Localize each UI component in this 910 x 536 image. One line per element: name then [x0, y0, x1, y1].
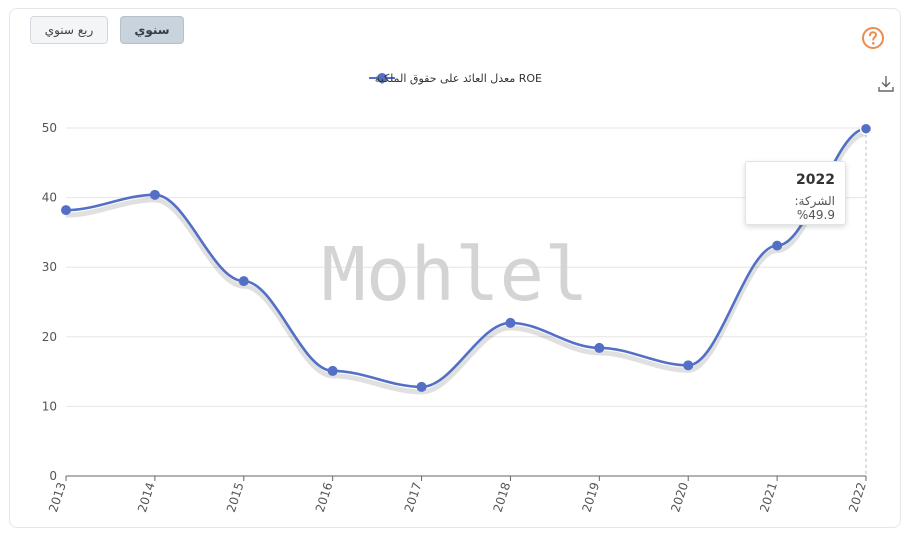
data-point[interactable] — [594, 342, 605, 353]
x-tick-label: 2021 — [757, 481, 780, 514]
y-tick-label: 20 — [42, 330, 57, 344]
y-tick-label: 0 — [49, 469, 57, 483]
watermark-text: Mohlel — [321, 232, 588, 318]
legend[interactable]: معدل العائد على حقوق الملكية ROE — [369, 72, 542, 85]
series-line — [65, 127, 867, 389]
tooltip-value: 49.9% — [796, 208, 835, 222]
legend-marker — [377, 73, 387, 83]
series-shadow — [65, 131, 867, 395]
x-tick-label: 2018 — [491, 481, 514, 514]
y-axis: 0 10 20 30 40 50 — [42, 121, 57, 483]
tooltip-row: الشركة: 49.9% — [756, 194, 835, 222]
y-tick-label: 40 — [42, 191, 57, 205]
x-tick-label: 2017 — [402, 481, 425, 514]
quarterly-button[interactable]: ربع سنوي — [30, 16, 108, 44]
series-group — [61, 122, 873, 395]
x-tick-label: 2022 — [846, 481, 869, 514]
grid-lines — [66, 127, 866, 407]
x-tick-label: 2019 — [579, 481, 602, 514]
y-tick-label: 10 — [42, 399, 57, 413]
tooltip-title: 2022 — [796, 172, 835, 188]
x-tick-label: 2015 — [224, 481, 247, 514]
data-point[interactable] — [772, 240, 783, 251]
x-tick-label: 2016 — [313, 481, 336, 514]
data-point[interactable] — [327, 365, 338, 376]
data-point[interactable] — [859, 122, 873, 135]
annual-button[interactable]: سنوي — [120, 16, 184, 44]
x-tick-label: 2014 — [135, 481, 158, 514]
y-tick-label: 50 — [42, 121, 57, 135]
tooltip-label: الشركة: — [794, 194, 835, 208]
legend-label: معدل العائد على حقوق الملكية ROE — [375, 72, 542, 85]
y-tick-label: 30 — [42, 260, 57, 274]
data-point[interactable] — [149, 189, 160, 200]
data-point[interactable] — [683, 360, 694, 371]
data-point[interactable] — [416, 381, 427, 392]
download-icon[interactable] — [877, 74, 895, 94]
data-point[interactable] — [238, 276, 249, 287]
question-circle-icon[interactable] — [861, 26, 885, 50]
tooltip: 2022 الشركة: 49.9% — [745, 161, 846, 225]
data-point[interactable] — [505, 317, 516, 328]
data-point[interactable] — [61, 205, 71, 216]
x-axis: 2013 2014 2015 2016 2017 2018 2019 2020 2021 2022 — [46, 475, 869, 514]
x-tick-label: 2013 — [46, 481, 69, 514]
x-tick-label: 2020 — [668, 481, 691, 514]
